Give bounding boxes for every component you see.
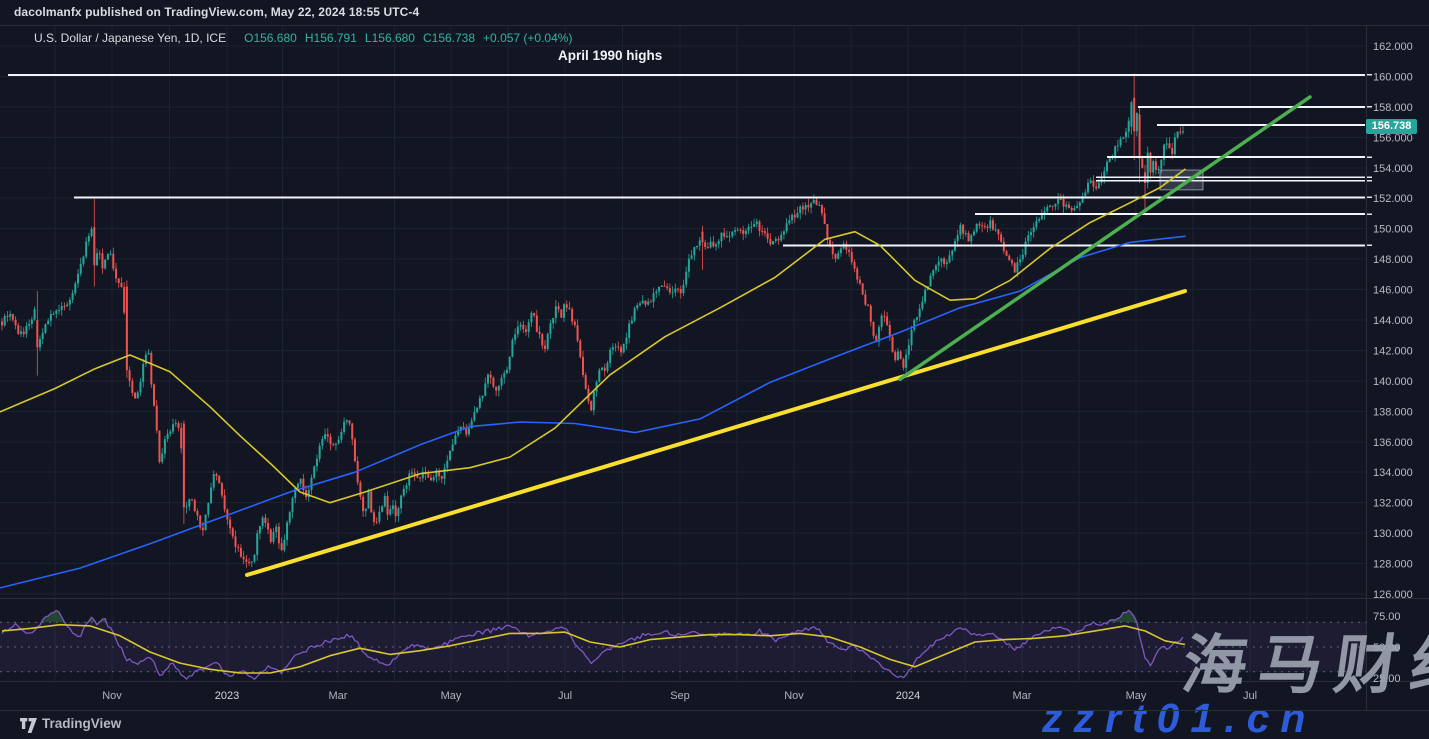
- price-tick-label: 142.000: [1373, 345, 1413, 357]
- consolidation-box: [1159, 169, 1204, 191]
- ohlc-key-h: H: [304, 31, 314, 45]
- price-tick-label: 146.000: [1373, 285, 1413, 297]
- candlestick-series: [1, 73, 1185, 568]
- rsi-ma-line: [1, 623, 1186, 674]
- time-axis-label-jul: Jul: [1243, 690, 1257, 702]
- price-tick-label: 138.000: [1373, 406, 1413, 418]
- price-tick-label: 128.000: [1373, 559, 1413, 571]
- price-tick-label: 162.000: [1373, 41, 1413, 53]
- price-tick-label: 136.000: [1373, 437, 1413, 449]
- price-tick-label: 156.000: [1373, 132, 1413, 144]
- ma-slow-blue-line: [0, 235, 1186, 589]
- price-tick-label: 148.000: [1373, 254, 1413, 266]
- rsi-tick-label: 75.00: [1373, 611, 1401, 623]
- time-axis-label-may: May: [1126, 690, 1147, 702]
- time-axis-label-2024: 2024: [896, 690, 920, 702]
- price-tick-label: 160.000: [1373, 71, 1413, 83]
- time-axis-label-nov: Nov: [784, 690, 804, 702]
- publish-bar: dacolmanfx published on TradingView.com,…: [0, 0, 1429, 26]
- ohlc-values: O156.680 H156.791 L156.680 C156.738 +0.057 (…: [236, 31, 572, 45]
- gridlines: [0, 26, 1366, 681]
- price-tick-label: 150.000: [1373, 224, 1413, 236]
- price-tick-label: 130.000: [1373, 528, 1413, 540]
- ohlc-key-c: C: [422, 31, 432, 45]
- time-axis-label-2023: 2023: [215, 690, 239, 702]
- time-axis-label-jul: Jul: [558, 690, 572, 702]
- ohlc-key-l: L: [364, 31, 372, 45]
- footer-bar: TradingView: [0, 710, 1429, 739]
- price-tick-label: 140.000: [1373, 376, 1413, 388]
- ohlc-value-o: 156.680: [253, 31, 297, 45]
- price-scale[interactable]: 162.000 160.000 158.000 156.000 154.000 152.0…: [1373, 41, 1413, 685]
- ohlc-key-o: O: [244, 31, 254, 45]
- watermark-cjk: 海马财经: [1177, 629, 1429, 701]
- annotation-april-1990-highs: April 1990 highs: [558, 48, 663, 63]
- time-axis-label-nov: Nov: [102, 690, 122, 702]
- change-value: +0.057 (+0.04%): [483, 31, 573, 45]
- price-tick-label: 134.000: [1373, 467, 1413, 479]
- price-tick-label: 132.000: [1373, 498, 1413, 510]
- price-tick-label: 158.000: [1373, 102, 1413, 114]
- ma-fast-yellow-line: [0, 168, 1186, 504]
- ohlc-value-h: 156.791: [313, 31, 357, 45]
- rsi-line: [1, 609, 1184, 680]
- publish-link-text[interactable]: dacolmanfx published on TradingView.com,…: [14, 5, 420, 19]
- time-scale[interactable]: Nov 2023 Mar May Jul Sep Nov 2024 Mar May Jul: [102, 690, 1257, 702]
- rsi-tick-label: 25.00: [1373, 673, 1401, 685]
- symbol-legend: U.S. Dollar / Japanese Yen, 1D, ICE O156.…: [34, 31, 572, 45]
- tradingview-brand[interactable]: TradingView: [42, 716, 122, 731]
- time-axis-label-may: May: [441, 690, 462, 702]
- resistance-level-lines: [8, 73, 1372, 247]
- rsi-pane: [0, 609, 1366, 680]
- pane-separators: [0, 26, 1429, 710]
- time-axis-label-mar: Mar: [329, 690, 348, 702]
- ohlc-value-l: 156.680: [371, 31, 415, 45]
- uptrend-support-yellow-trendline: [245, 289, 1187, 577]
- last-price-badge: 156.738: [1366, 119, 1417, 134]
- time-axis-label-sep: Sep: [670, 690, 690, 702]
- ohlc-value-c: 156.738: [431, 31, 476, 45]
- symbol-title: U.S. Dollar / Japanese Yen, 1D, ICE: [34, 31, 227, 45]
- rsi-tick-label: 50.00: [1373, 642, 1401, 654]
- price-tick-label: 126.000: [1373, 589, 1413, 601]
- price-tick-label: 152.000: [1373, 193, 1413, 205]
- time-axis-label-mar: Mar: [1013, 690, 1032, 702]
- price-tick-label: 144.000: [1373, 315, 1413, 327]
- watermark-url: zzrt01.cn: [1042, 695, 1317, 739]
- accelerated-uptrend-green-trendline: [898, 95, 1312, 382]
- price-tick-label: 154.000: [1373, 163, 1413, 175]
- tradingview-logo-icon[interactable]: [20, 718, 37, 733]
